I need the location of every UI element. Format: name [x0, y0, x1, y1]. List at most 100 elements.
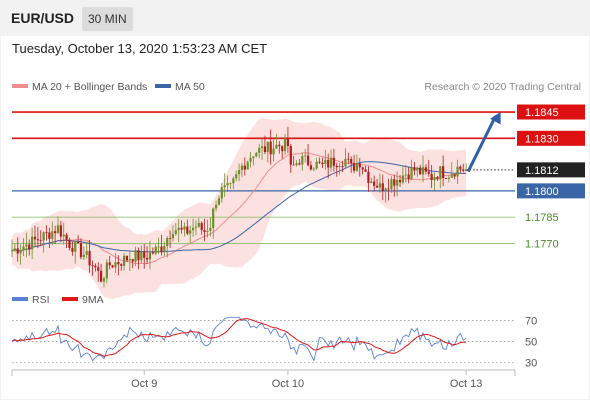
candle-body — [85, 251, 88, 255]
candle-body — [114, 262, 117, 268]
candle-body — [378, 183, 382, 188]
candle-body — [137, 250, 140, 261]
rsi-line — [11, 316, 467, 362]
candle-body — [33, 236, 37, 240]
candle-body — [246, 161, 249, 170]
candle-body — [416, 167, 419, 171]
candle-body — [355, 163, 359, 171]
candle-body — [381, 183, 384, 191]
candle-body — [140, 251, 143, 261]
candle-body — [447, 177, 450, 179]
candle-body — [427, 171, 430, 174]
candle-body — [321, 162, 324, 165]
symbol-label: EUR/USD — [11, 10, 75, 26]
candle-body — [56, 225, 60, 234]
level-label-1.1785: 1.1785 — [525, 212, 559, 224]
legend-swatch-bollinger — [12, 84, 28, 88]
candle-body — [120, 264, 123, 266]
candle-body — [232, 178, 235, 184]
legend-swatch-ma50 — [155, 84, 171, 88]
candle-body — [465, 169, 468, 171]
candle-body — [209, 227, 212, 231]
rsi-legend: RSI 9MA — [12, 294, 104, 306]
candle-body — [10, 250, 14, 252]
candle-body — [100, 270, 103, 282]
candle-body — [324, 159, 327, 165]
credit-label: Research © 2020 Trading Central — [424, 81, 581, 93]
candle-body — [82, 254, 85, 258]
candle-body — [62, 234, 65, 237]
candle-body — [214, 204, 218, 209]
forecast-arrow-shaft — [466, 115, 497, 173]
candle-body — [13, 248, 16, 251]
timeframe-button[interactable]: 30 MIN — [82, 7, 133, 31]
candle-body — [453, 174, 456, 177]
level-label-1.1812: 1.1812 — [525, 165, 559, 177]
legend-swatch-rsi — [12, 297, 28, 301]
candle-body — [272, 148, 275, 155]
candle-body — [424, 167, 427, 172]
candle-body — [283, 138, 287, 152]
candle-body — [450, 174, 453, 178]
candle-body — [375, 185, 379, 188]
candle-body — [235, 174, 238, 179]
candle-body — [396, 179, 399, 186]
candle-body — [367, 171, 370, 183]
candle-body — [174, 230, 177, 235]
legend-label-rsi: RSI — [32, 294, 50, 306]
candle-body — [459, 166, 462, 170]
candle-body — [19, 250, 22, 254]
candle-body — [370, 181, 373, 183]
candle-body — [404, 174, 407, 176]
rsi-tick-30: 30 — [525, 358, 537, 370]
candle-body — [220, 187, 223, 199]
candle-body — [341, 166, 344, 167]
candle-body — [430, 173, 433, 181]
candle-body — [456, 166, 459, 177]
candle-body — [462, 169, 465, 171]
candle-body — [393, 179, 396, 186]
candle-body — [301, 156, 304, 165]
candle-body — [407, 174, 410, 180]
candle-body — [97, 267, 100, 271]
candle-body — [309, 165, 313, 170]
rsi-tick-70: 70 — [525, 315, 537, 327]
candle-body — [258, 147, 261, 153]
candles — [10, 126, 468, 288]
x-tick-label: Oct 13 — [450, 378, 482, 390]
candle-body — [122, 255, 126, 266]
level-label-box-1.1812 — [517, 162, 585, 178]
candle-body — [166, 238, 169, 247]
legend-label-rsi-ma: 9MA — [82, 294, 104, 306]
candle-body — [304, 155, 307, 157]
candle-body — [105, 262, 108, 279]
candle-body — [16, 248, 19, 254]
candle-body — [22, 246, 25, 251]
candle-body — [229, 183, 232, 184]
candle-body — [77, 241, 80, 244]
legend-swatch-rsi-ma — [62, 297, 78, 301]
candle-body — [361, 167, 364, 170]
candle-body — [131, 259, 134, 262]
candle-body — [148, 252, 152, 260]
candle-body — [281, 146, 284, 152]
candle-body — [286, 138, 290, 146]
candle-body — [168, 238, 172, 239]
candle-body — [255, 152, 258, 157]
candle-body — [338, 166, 341, 168]
candle-body — [177, 227, 180, 231]
candle-body — [421, 167, 425, 175]
candle-body — [289, 145, 292, 165]
candle-body — [25, 244, 28, 247]
candle-body — [332, 157, 336, 166]
candle-body — [344, 158, 347, 167]
candle-body — [398, 179, 402, 183]
candle-body — [292, 164, 295, 166]
candle-body — [335, 165, 338, 168]
forecast-arrow-head — [490, 112, 501, 125]
candle-body — [134, 250, 137, 262]
candle-body — [183, 226, 186, 230]
candle-body — [206, 230, 209, 233]
legend-label-ma50: MA 50 — [175, 81, 205, 93]
